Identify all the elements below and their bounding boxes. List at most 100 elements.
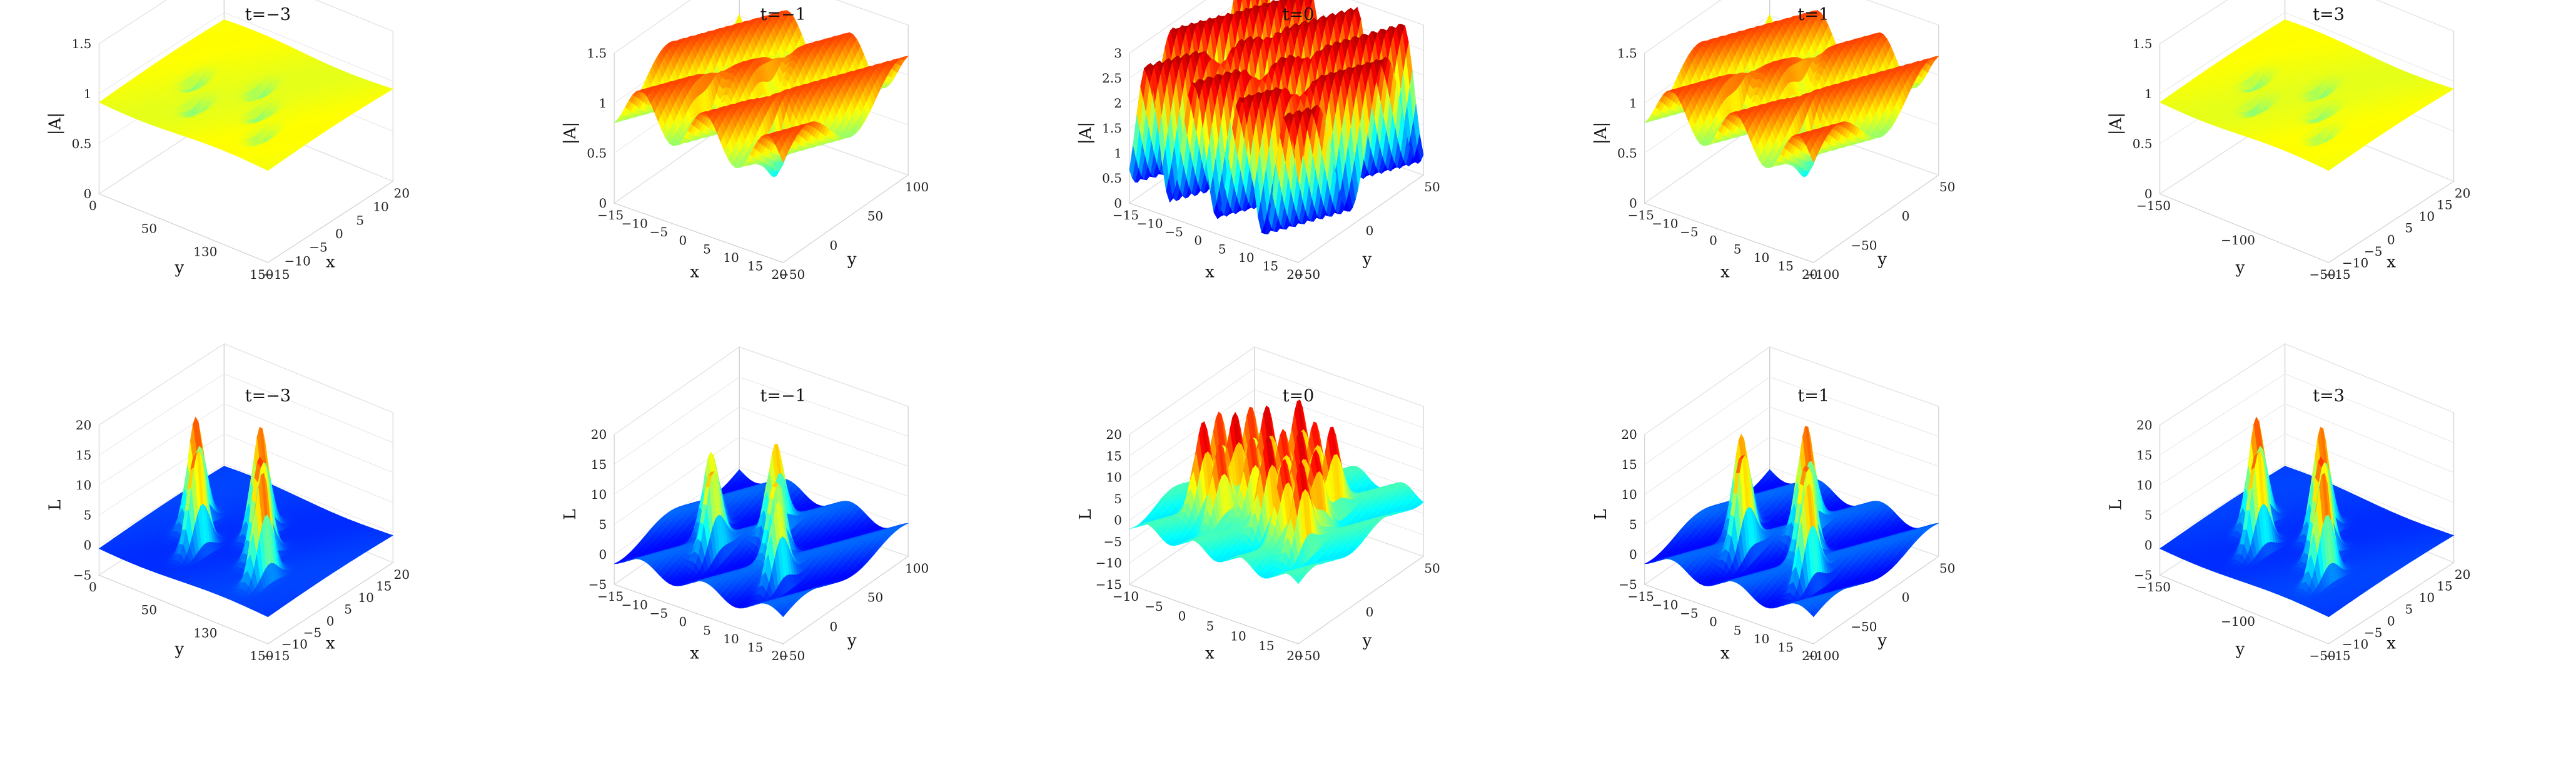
surface-mesh xyxy=(1129,399,1424,584)
x-tick-label: −10 xyxy=(281,636,308,651)
x-tick-label: 20 xyxy=(1286,267,1302,282)
surface-chart-L-3: t=1−505101520L−15−10−505101520−100−50050… xyxy=(1592,346,1956,663)
z-tick-label: 20 xyxy=(591,427,607,442)
x-axis-label: x xyxy=(2387,253,2396,272)
z-axis-label: |A| xyxy=(46,113,64,135)
y-axis-label: y xyxy=(1362,631,1372,650)
y-tick-label: 150 xyxy=(250,267,273,282)
surface-chart-A-2: t=000.511.522.53|A|−15−10−505101520−5005… xyxy=(1076,0,1440,282)
z-gridline xyxy=(99,433,393,516)
x-tick-label: 0 xyxy=(2387,613,2395,628)
x-tick-label: 0 xyxy=(1194,233,1202,248)
surface-mesh xyxy=(1644,10,1939,178)
y-axis-label: y xyxy=(1362,250,1372,269)
x-axis-label: x xyxy=(690,644,699,663)
surface-chart-A-3: t=100.511.5|A|−15−10−505101520−100−50050… xyxy=(1592,0,1956,282)
y-tick-label: 50 xyxy=(1939,561,1955,576)
x-tick-label: −10 xyxy=(622,216,648,231)
y-tick-label: 100 xyxy=(905,179,929,194)
x-tick-label: 10 xyxy=(2419,590,2435,605)
x-tick-label: −5 xyxy=(309,240,327,255)
x-axis-label: x xyxy=(1205,263,1215,281)
y-tick-label: 130 xyxy=(193,244,217,259)
x-tick-label: −10 xyxy=(622,598,648,613)
z-tick-label: 0 xyxy=(2144,538,2153,553)
x-tick-label: 15 xyxy=(747,639,763,654)
z-tick-label: 20 xyxy=(1621,427,1637,442)
z-gridline xyxy=(614,376,909,465)
z-tick-label: 15 xyxy=(591,457,607,472)
z-gridline xyxy=(99,403,393,486)
z-gridline xyxy=(2159,343,2454,426)
z-tick-label: −5 xyxy=(2134,568,2152,583)
x-tick-label: −15 xyxy=(597,208,624,223)
surface-chart-L-2: t=0−15−10−505101520L−10−505101520−50050x… xyxy=(1076,346,1440,663)
x-tick-label: −15 xyxy=(2324,267,2350,282)
z-tick-label: 15 xyxy=(76,448,91,463)
z-tick-label: 2 xyxy=(1114,96,1122,111)
y-tick-label: 100 xyxy=(905,561,929,576)
z-tick-label: 15 xyxy=(1621,457,1637,472)
x-tick-label: −10 xyxy=(1652,216,1678,231)
z-tick-label: 1 xyxy=(84,86,92,101)
y-tick-label: 0 xyxy=(89,198,97,213)
z-tick-label: 0 xyxy=(599,196,607,211)
z-gridline xyxy=(1129,0,1424,54)
x-tick-label: −10 xyxy=(1113,589,1139,604)
y-tick-label: −50 xyxy=(2309,648,2335,663)
z-gridline xyxy=(2159,403,2454,486)
z-gridline xyxy=(1644,376,1939,465)
z-tick-label: 5 xyxy=(1114,491,1122,506)
chart-title: t=−1 xyxy=(760,5,806,24)
surface-mesh xyxy=(614,444,909,618)
z-tick-label: 0.5 xyxy=(587,146,607,161)
z-tick-label: 3 xyxy=(1114,46,1122,61)
z-tick-label: 0 xyxy=(599,547,607,562)
x-tick-label: −15 xyxy=(2324,648,2350,663)
y-axis-label: y xyxy=(847,631,857,650)
chart-title: t=0 xyxy=(1283,386,1315,406)
chart-title: t=3 xyxy=(2313,5,2345,24)
x-tick-label: −5 xyxy=(650,606,668,621)
surface-mesh xyxy=(2159,416,2455,618)
y-tick-label: 0 xyxy=(1902,209,1910,224)
z-gridline xyxy=(1644,0,1939,54)
x-tick-label: 15 xyxy=(2437,579,2452,594)
z-gridline xyxy=(99,343,393,426)
z-gridline xyxy=(2159,12,2454,94)
x-tick-label: −10 xyxy=(2342,255,2368,270)
x-tick-label: 0 xyxy=(1709,614,1717,629)
z-gridline xyxy=(614,0,909,54)
x-tick-label: 20 xyxy=(394,567,410,582)
chart-title: t=1 xyxy=(1797,5,1829,24)
chart-title: t=−3 xyxy=(245,386,291,406)
z-tick-label: 0 xyxy=(1629,196,1637,211)
z-tick-label: 10 xyxy=(1106,470,1122,485)
z-tick-label: 0.5 xyxy=(2133,136,2153,151)
z-gridline xyxy=(99,463,393,546)
x-tick-label: 5 xyxy=(703,623,711,638)
x-tick-label: 20 xyxy=(1286,648,1302,663)
z-tick-label: 0 xyxy=(1114,513,1122,528)
x-axis-label: x xyxy=(1720,263,1730,281)
x-tick-label: 10 xyxy=(1230,628,1246,643)
y-tick-label: −100 xyxy=(2221,233,2255,248)
z-tick-label: 15 xyxy=(2136,448,2152,463)
x-tick-label: 15 xyxy=(1777,639,1793,654)
z-tick-label: 0 xyxy=(2144,186,2153,201)
y-tick-label: −100 xyxy=(1805,648,1839,663)
x-tick-label: 5 xyxy=(703,241,711,256)
z-axis-label: L xyxy=(46,499,64,510)
y-tick-label: 50 xyxy=(1424,179,1440,194)
y-tick-label: −50 xyxy=(1294,648,1320,663)
x-axis-label: x xyxy=(2387,634,2396,653)
x-tick-label: 5 xyxy=(1206,619,1215,634)
x-tick-label: 10 xyxy=(1754,631,1769,646)
z-tick-label: 5 xyxy=(2144,508,2153,523)
z-tick-label: 1.5 xyxy=(2133,36,2153,51)
y-axis-label: y xyxy=(1877,631,1887,650)
x-tick-label: −5 xyxy=(1680,224,1698,239)
y-axis-label: y xyxy=(174,640,184,659)
z-gridline xyxy=(1644,346,1939,435)
z-tick-label: 1 xyxy=(1629,96,1637,111)
